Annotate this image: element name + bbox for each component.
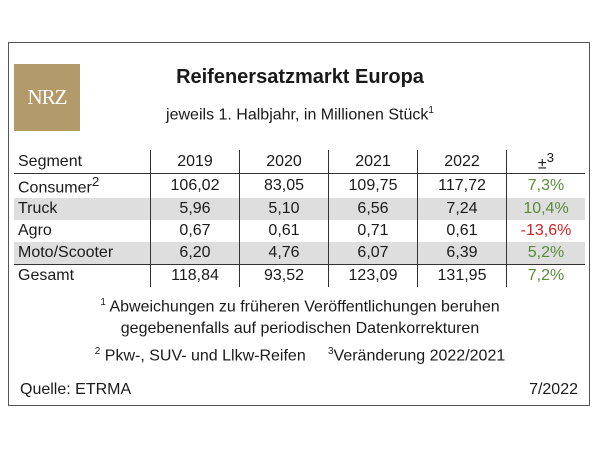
table-row: Agro 0,67 0,61 0,71 0,61 -13,6% — [14, 219, 585, 242]
value-cell: 117,72 — [417, 173, 507, 198]
change-cell: 5,2% — [506, 241, 585, 265]
segment-sup: 2 — [91, 174, 100, 190]
value-cell: 7,24 — [417, 197, 507, 220]
value-cell: 0,61 — [417, 219, 507, 242]
footnote-1-sup: 1 — [100, 297, 106, 308]
value-cell: 0,61 — [239, 219, 329, 242]
date-label: 7/2022 — [529, 381, 578, 398]
value-cell: 6,56 — [328, 197, 418, 220]
header-row: Segment 2019 2020 2021 2022 ±3 — [14, 150, 585, 175]
footnote-1-line-2: gegebenenfalls auf periodischen Datenkor… — [120, 320, 480, 337]
subtitle-sup: 1 — [428, 105, 434, 116]
segment-label: Consumer — [18, 179, 92, 197]
total-row: Gesamt 118,84 93,52 123,09 131,95 7,2% — [14, 263, 585, 287]
segment-cell: Agro — [14, 220, 151, 242]
change-cell: 7,2% — [506, 263, 585, 287]
value-cell: 109,75 — [328, 173, 418, 198]
footnote-2-sup: 2 — [94, 346, 101, 357]
change-cell: 7,3% — [506, 173, 585, 198]
footnote-1-line-1: 1 Abweichungen zu früheren Veröffentlich… — [20, 297, 580, 316]
change-sup: 3 — [546, 150, 555, 165]
segment-cell: Gesamt — [14, 263, 151, 287]
value-cell: 5,10 — [239, 197, 329, 220]
change-cell: -13,6% — [506, 219, 585, 242]
value-cell: 5,96 — [150, 197, 240, 220]
table-row: Moto/Scooter 6,20 4,76 6,07 6,39 5,2% — [14, 241, 585, 265]
value-cell: 0,67 — [150, 219, 240, 242]
col-header-2020: 2020 — [239, 150, 329, 175]
footnote-2-3: 2 Pkw-, SUV- und Llkw-Reifen 3Veränderun… — [20, 346, 580, 365]
col-header-2021: 2021 — [328, 150, 418, 175]
value-cell: 4,76 — [239, 241, 329, 265]
col-header-2019: 2019 — [150, 150, 240, 175]
value-cell: 123,09 — [328, 263, 418, 287]
value-cell: 93,52 — [239, 263, 329, 287]
value-cell: 6,20 — [150, 241, 240, 265]
chart-title: Reifenersatzmarkt Europa — [176, 66, 424, 88]
chart-subtitle: jeweils 1. Halbjahr, in Millionen Stück1 — [90, 105, 510, 124]
segment-cell: Consumer2 — [14, 174, 151, 198]
value-cell: 83,05 — [239, 173, 329, 198]
value-cell: 131,95 — [417, 263, 507, 287]
segment-label: Moto/Scooter — [18, 243, 114, 261]
value-cell: 0,71 — [328, 219, 418, 242]
value-cell: 6,39 — [417, 241, 507, 265]
value-cell: 118,84 — [150, 263, 240, 287]
table-row: Truck 5,96 5,10 6,56 7,24 10,4% — [14, 197, 585, 220]
change-cell: 10,4% — [506, 197, 585, 220]
footnote-2-text: Pkw-, SUV- und Llkw-Reifen — [104, 347, 306, 365]
segment-label: Truck — [18, 199, 58, 217]
subtitle-text: jeweils 1. Halbjahr, in Millionen Stück — [166, 106, 429, 124]
value-cell: 6,07 — [328, 241, 418, 265]
value-cell: 106,02 — [150, 173, 240, 198]
source-label: Quelle: ETRMA — [20, 381, 132, 398]
segment-label: Gesamt — [18, 266, 75, 284]
nrz-logo: NRZ — [14, 64, 80, 131]
col-header-segment: Segment — [14, 150, 151, 175]
change-symbol: ± — [537, 155, 547, 173]
segment-cell: Truck — [14, 197, 151, 220]
segment-cell: Moto/Scooter — [14, 241, 151, 265]
footnote-1-text-1: Abweichungen zu früheren Veröffentlichun… — [109, 298, 500, 316]
data-table: Segment 2019 2020 2021 2022 ±3 Consumer2… — [14, 150, 585, 287]
segment-label: Agro — [18, 221, 52, 239]
table-row: Consumer2 106,02 83,05 109,75 117,72 7,3% — [14, 173, 585, 198]
footnote-3-sup: 3 — [327, 346, 334, 357]
col-header-2022: 2022 — [417, 150, 507, 175]
chart-frame — [8, 42, 590, 406]
footnote-3-text: Veränderung 2022/2021 — [333, 347, 506, 365]
col-header-change: ±3 — [506, 150, 585, 175]
